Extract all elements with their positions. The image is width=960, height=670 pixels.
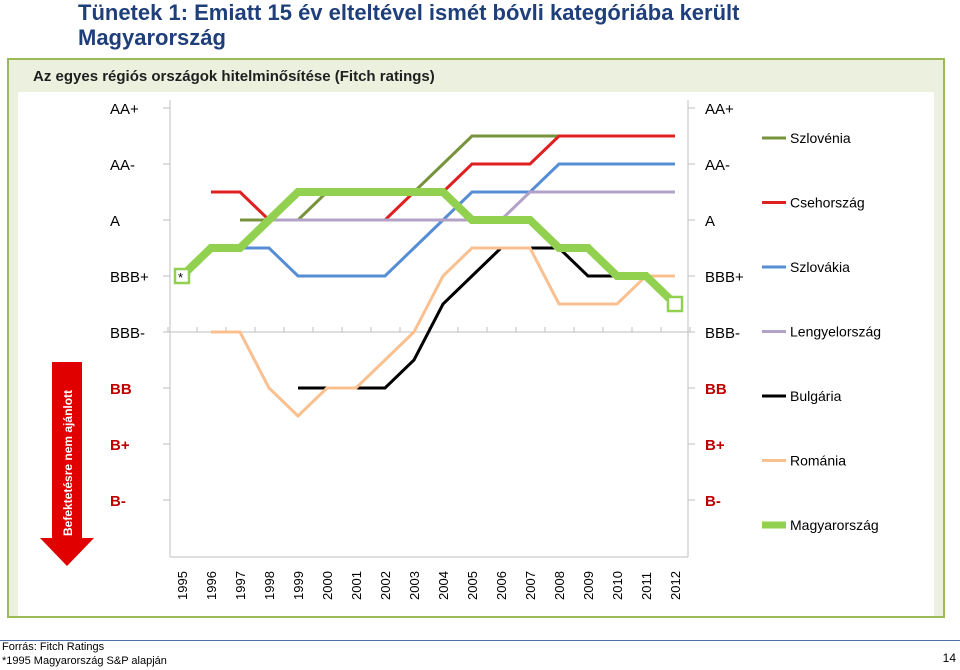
rating-label-left: AA-: [110, 157, 135, 174]
page-number: 14: [942, 651, 956, 665]
hungary-asterisk: *: [178, 270, 183, 285]
non-investment-arrow: Befektetésre nem ajánlott: [40, 362, 94, 566]
legend-label: Csehország: [790, 195, 865, 211]
x-tick-label: 1999: [291, 571, 306, 600]
rating-label-left: BB: [110, 381, 132, 398]
rating-label-right: B-: [705, 493, 721, 510]
x-tick-label: 1995: [175, 571, 190, 600]
arrow-shaft: [52, 362, 82, 538]
x-tick-label: 2009: [581, 571, 596, 600]
x-tick-label: 1997: [233, 571, 248, 600]
rating-label-right: BBB+: [705, 269, 744, 286]
x-tick-label: 2008: [552, 571, 567, 600]
x-tick-label: 2000: [320, 571, 335, 600]
series-line-hungary: [179, 188, 678, 307]
x-tick-label: 2003: [407, 571, 422, 600]
legend: Szlovénia Csehország Szlovákia Lengyelorszá…: [762, 130, 881, 533]
arrow-label: Befektetésre nem ajánlott: [61, 390, 75, 536]
hungary-start-marker: [173, 267, 191, 285]
footer-bar: [0, 640, 960, 670]
legend-label: Románia: [790, 453, 846, 469]
rating-label-right: AA-: [705, 157, 730, 174]
series-line-country: [211, 246, 675, 419]
x-tick-label: 2010: [610, 571, 625, 600]
rating-label-left: A: [110, 213, 120, 230]
rating-label-left: B-: [110, 493, 126, 510]
slide-title: Tünetek 1: Emiatt 15 év elteltével ismét…: [78, 0, 740, 50]
plot-background: [18, 92, 934, 616]
rating-label-right: BB: [705, 381, 727, 398]
footnote: *1995 Magyarország S&P alapján: [2, 655, 167, 667]
rating-label-left: BBB-: [110, 325, 145, 342]
rating-label-right: B+: [705, 437, 725, 454]
rating-label-left: AA+: [110, 101, 139, 118]
hungary-end-marker: [666, 295, 684, 313]
x-tick-label: 2002: [378, 571, 393, 600]
x-tick-label: 2005: [465, 571, 480, 600]
rating-label-right: A: [705, 213, 715, 230]
x-tick-label: 2006: [494, 571, 509, 600]
x-tick-label: 2001: [349, 571, 364, 600]
x-tick-label: 1996: [204, 571, 219, 600]
x-tick-label: 1998: [262, 571, 277, 600]
rating-label-right: AA+: [705, 101, 734, 118]
arrow-head: [40, 538, 94, 566]
legend-label: Magyarország: [790, 517, 879, 533]
chart-subtitle: Az egyes régiós országok hitelminősítése…: [33, 68, 435, 85]
x-tick-label: 2012: [668, 571, 683, 600]
legend-label: Szlovákia: [790, 259, 850, 275]
series-layer: *: [173, 134, 684, 419]
x-tick-label: 2004: [436, 571, 451, 600]
x-tick-label: 2011: [639, 572, 654, 600]
legend-label: Szlovénia: [790, 130, 851, 146]
rating-label-left: B+: [110, 437, 130, 454]
source-note: Forrás: Fitch Ratings: [2, 641, 105, 653]
rating-label-left: BBB+: [110, 269, 149, 286]
legend-label: Lengyelország: [790, 324, 881, 340]
x-tick-label: 2007: [523, 571, 538, 600]
legend-label: Bulgária: [790, 388, 842, 404]
rating-label-right: BBB-: [705, 325, 740, 342]
